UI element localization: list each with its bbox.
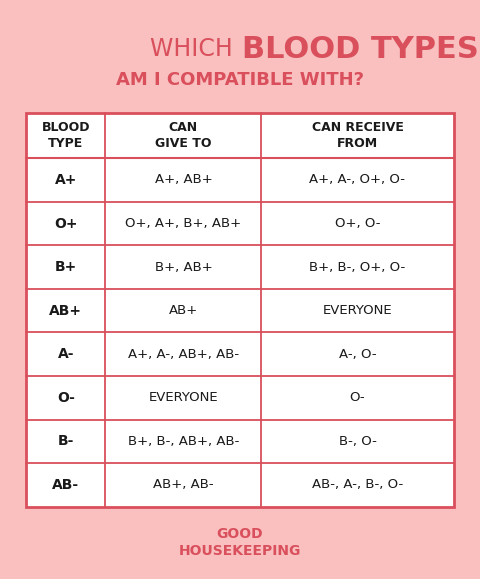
Text: EVERYONE: EVERYONE bbox=[323, 304, 392, 317]
Text: CAN RECEIVE
FROM: CAN RECEIVE FROM bbox=[312, 121, 403, 150]
Text: EVERYONE: EVERYONE bbox=[149, 391, 218, 404]
Text: O-: O- bbox=[349, 391, 365, 404]
Text: B+, B-, O+, O-: B+, B-, O+, O- bbox=[309, 261, 406, 273]
Text: A+, A-, O+, O-: A+, A-, O+, O- bbox=[310, 174, 406, 186]
Text: B-, O-: B-, O- bbox=[338, 435, 376, 448]
Text: BLOOD TYPES: BLOOD TYPES bbox=[242, 35, 479, 64]
Text: BLOOD
TYPE: BLOOD TYPE bbox=[42, 121, 90, 150]
Text: AB+, AB-: AB+, AB- bbox=[153, 478, 214, 492]
Text: O+, O-: O+, O- bbox=[335, 217, 380, 230]
Text: AB+: AB+ bbox=[169, 304, 198, 317]
Text: A+, A-, AB+, AB-: A+, A-, AB+, AB- bbox=[128, 347, 239, 361]
Text: A+, AB+: A+, AB+ bbox=[155, 174, 212, 186]
Text: AB-: AB- bbox=[52, 478, 80, 492]
Text: GOOD
HOUSEKEEPING: GOOD HOUSEKEEPING bbox=[179, 527, 301, 558]
Text: B-: B- bbox=[58, 434, 74, 448]
Text: AB+: AB+ bbox=[49, 303, 83, 318]
Text: AB-, A-, B-, O-: AB-, A-, B-, O- bbox=[312, 478, 403, 492]
Text: A-: A- bbox=[58, 347, 74, 361]
Text: B+: B+ bbox=[55, 260, 77, 274]
Text: A-, O-: A-, O- bbox=[339, 347, 376, 361]
Text: O+: O+ bbox=[54, 217, 78, 230]
Text: O+, A+, B+, AB+: O+, A+, B+, AB+ bbox=[125, 217, 241, 230]
Text: A+: A+ bbox=[55, 173, 77, 187]
Text: O-: O- bbox=[57, 391, 75, 405]
Text: B+, AB+: B+, AB+ bbox=[155, 261, 212, 273]
Text: AM I COMPATIBLE WITH?: AM I COMPATIBLE WITH? bbox=[116, 71, 364, 89]
Text: WHICH: WHICH bbox=[150, 37, 240, 61]
Text: B+, B-, AB+, AB-: B+, B-, AB+, AB- bbox=[128, 435, 239, 448]
Text: CAN
GIVE TO: CAN GIVE TO bbox=[155, 121, 212, 150]
